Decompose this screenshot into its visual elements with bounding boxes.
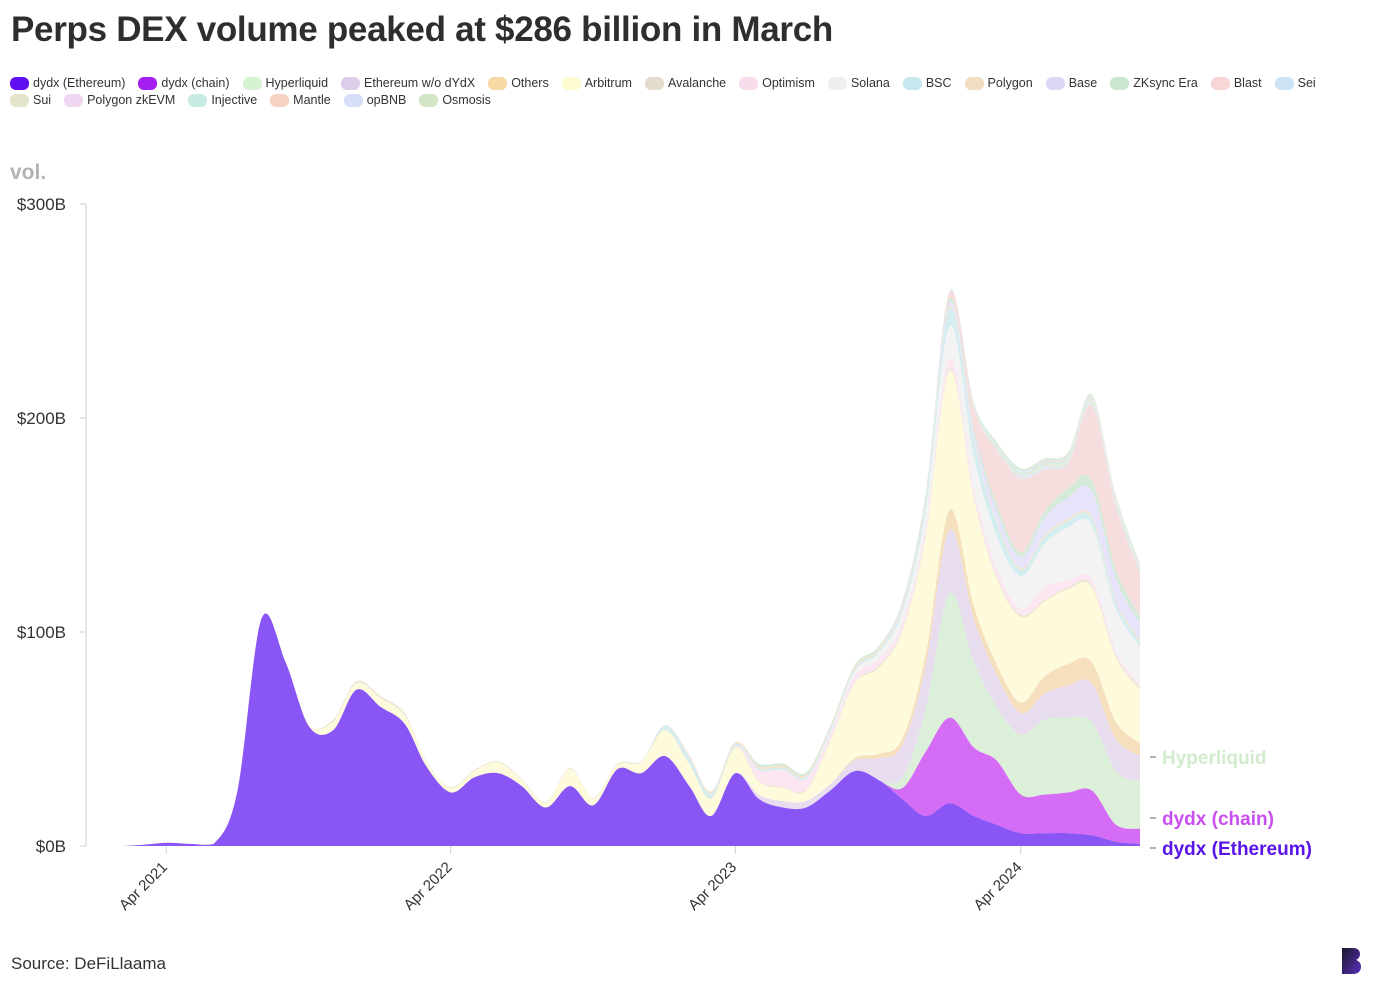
source-note: Source: DeFiLlaama bbox=[11, 954, 166, 973]
y-tick-label: $300B bbox=[17, 195, 66, 214]
chart-legend: dydx (Ethereum) dydx (chain) Hyperliquid Et… bbox=[10, 76, 1365, 107]
legend-item-arbitrum: Arbitrum bbox=[561, 76, 632, 90]
legend-label: Injective bbox=[211, 93, 258, 107]
legend-label: Polygon zkEVM bbox=[87, 93, 176, 107]
area-hyperliquid bbox=[96, 592, 1140, 846]
y-axis-label: vol. bbox=[10, 161, 46, 184]
legend-swatch bbox=[10, 76, 29, 90]
legend-item-avalanche: Avalanche bbox=[644, 76, 727, 90]
legend-item-base: Base bbox=[1045, 76, 1098, 90]
legend-label: dydx (Ethereum) bbox=[33, 76, 126, 90]
legend-item-polygon: Polygon bbox=[964, 76, 1033, 90]
legend-swatch bbox=[188, 93, 208, 107]
legend-item-optimism: Optimism bbox=[739, 76, 815, 90]
legend-label: Arbitrum bbox=[584, 76, 632, 90]
legend-swatch bbox=[488, 76, 508, 90]
x-tick-label: Apr 2023 bbox=[685, 859, 740, 914]
legend-swatch bbox=[138, 76, 158, 90]
legend-swatch bbox=[1274, 76, 1294, 90]
chart-title: Perps DEX volume peaked at $286 billion … bbox=[11, 10, 833, 49]
legend-item-solana: Solana bbox=[827, 76, 890, 90]
legend-label: Sei bbox=[1297, 76, 1316, 90]
legend-swatch bbox=[270, 93, 290, 107]
legend-item-sui: Sui bbox=[10, 93, 51, 107]
legend-swatch bbox=[10, 93, 29, 107]
legend-swatch bbox=[739, 76, 759, 90]
legend-label: Avalanche bbox=[667, 76, 727, 90]
legend-item-zksync-era: ZKsync Era bbox=[1110, 76, 1198, 90]
legend-item-sei: Sei bbox=[1274, 76, 1316, 90]
legend-swatch bbox=[343, 93, 363, 107]
legend-item-ethereum-w-o-dydx: Ethereum w/o dYdX bbox=[341, 76, 475, 90]
legend-label: Others bbox=[511, 76, 549, 90]
area-arbitrum bbox=[96, 370, 1140, 846]
legend-label: Mantle bbox=[293, 93, 331, 107]
area-dydx-ethereum bbox=[96, 613, 1140, 846]
legend-item-dydx-ethereum: dydx (Ethereum) bbox=[10, 76, 125, 90]
legend-item-dydx-chain: dydx (chain) bbox=[138, 76, 230, 90]
legend-label: Osmosis bbox=[442, 93, 491, 107]
y-tick-label: $100B bbox=[17, 623, 66, 642]
legend-label: dydx (chain) bbox=[161, 76, 230, 90]
legend-item-mantle: Mantle bbox=[270, 93, 331, 107]
legend-swatch bbox=[64, 93, 84, 107]
legend-item-osmosis: Osmosis bbox=[419, 93, 491, 107]
legend-item-injective: Injective bbox=[188, 93, 257, 107]
legend-item-bsc: BSC bbox=[902, 76, 952, 90]
block-b-logo-icon bbox=[1342, 948, 1361, 974]
legend-label: Base bbox=[1068, 76, 1098, 90]
legend-label: ZKsync Era bbox=[1133, 76, 1198, 90]
y-tick-label: $200B bbox=[17, 409, 66, 428]
legend-label: Solana bbox=[850, 76, 890, 90]
legend-label: Blast bbox=[1233, 76, 1262, 90]
legend-item-others: Others bbox=[488, 76, 549, 90]
area-ethereum-w-o-dydx bbox=[96, 528, 1140, 846]
x-tick-label: Apr 2022 bbox=[401, 859, 456, 914]
legend-swatch bbox=[827, 76, 847, 90]
legend-label: opBNB bbox=[366, 93, 407, 107]
legend-swatch bbox=[644, 76, 664, 90]
end-label-dydx-ethereum: dydx (Ethereum) bbox=[1162, 839, 1312, 860]
x-tick-label: Apr 2024 bbox=[970, 859, 1025, 914]
legend-swatch bbox=[242, 76, 262, 90]
legend-label: BSC bbox=[925, 76, 952, 90]
legend-swatch bbox=[561, 76, 581, 90]
legend-swatch bbox=[1110, 76, 1130, 90]
area-dydx-chain bbox=[96, 613, 1140, 846]
legend-label: Hyperliquid bbox=[265, 76, 329, 90]
x-tick-label: Apr 2021 bbox=[116, 859, 171, 914]
legend-item-hyperliquid: Hyperliquid bbox=[242, 76, 329, 90]
end-label-hyperliquid: Hyperliquid bbox=[1162, 748, 1267, 769]
end-label-dydx-chain: dydx (chain) bbox=[1162, 809, 1274, 830]
legend-swatch bbox=[964, 76, 984, 90]
legend-swatch bbox=[419, 93, 439, 107]
legend-item-polygon-zkevm: Polygon zkEVM bbox=[64, 93, 175, 107]
legend-item-opbnb: opBNB bbox=[343, 93, 407, 107]
legend-label: Ethereum w/o dYdX bbox=[364, 76, 476, 90]
legend-swatch bbox=[1045, 76, 1065, 90]
y-tick-label: $0B bbox=[36, 837, 66, 856]
legend-swatch bbox=[902, 76, 922, 90]
legend-item-blast: Blast bbox=[1210, 76, 1262, 90]
legend-swatch bbox=[1210, 76, 1230, 90]
legend-label: Sui bbox=[33, 93, 52, 107]
legend-label: Optimism bbox=[762, 76, 815, 90]
legend-swatch bbox=[341, 76, 361, 90]
legend-label: Polygon bbox=[987, 76, 1033, 90]
